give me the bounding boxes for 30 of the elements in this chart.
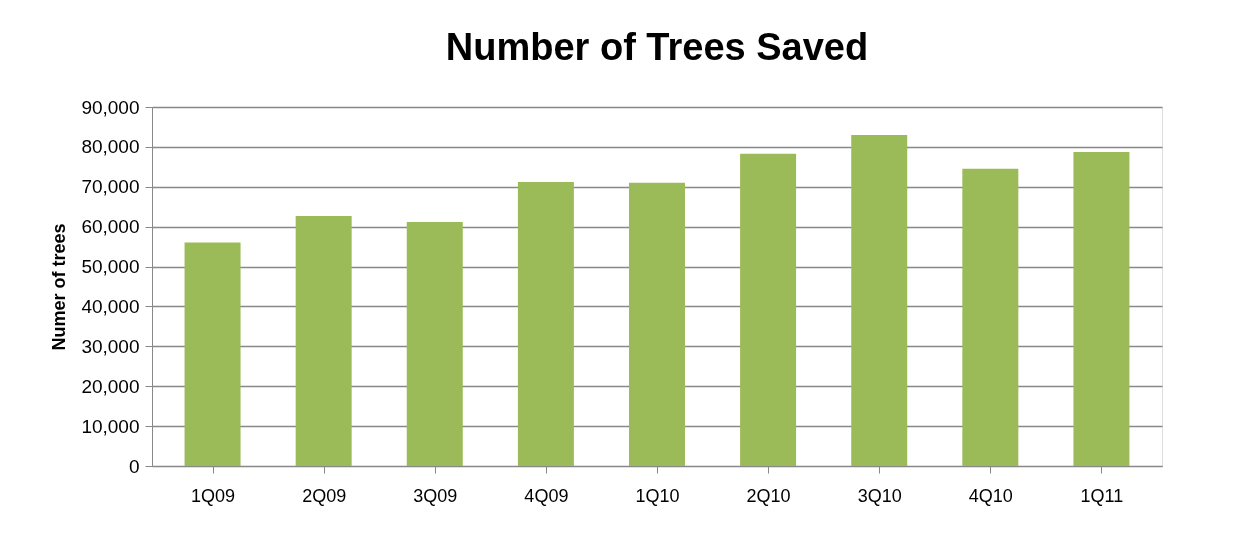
bar: [295, 215, 352, 466]
x-tick-label: 1Q10: [635, 485, 680, 506]
y-tick-label: 20,000: [81, 375, 140, 397]
y-tick-label: 70,000: [81, 176, 140, 198]
x-tick-label: 3Q10: [857, 485, 902, 506]
y-tick-label: 80,000: [81, 136, 140, 158]
bar: [962, 168, 1019, 466]
y-tick-label: 0: [128, 455, 140, 477]
y-tick-label: 50,000: [81, 256, 140, 278]
chart-title: Number of Trees Saved: [445, 26, 869, 68]
bar: [740, 153, 797, 466]
x-tick-label: 4Q09: [524, 485, 569, 506]
y-tick-label: 40,000: [81, 295, 140, 317]
bar: [517, 181, 574, 466]
bar: [1073, 152, 1130, 466]
x-tick-label: 2Q10: [746, 485, 791, 506]
x-tick-label: 4Q10: [968, 485, 1013, 506]
bar: [629, 182, 685, 466]
y-tick-label: 10,000: [81, 415, 140, 437]
x-tick-label: 3Q09: [413, 485, 458, 506]
x-tick-label: 1Q11: [1080, 485, 1124, 506]
y-axis-title: Numer of trees: [49, 223, 70, 351]
bar: [851, 134, 908, 466]
bar: [406, 221, 463, 466]
y-tick-label: 60,000: [81, 216, 140, 238]
y-tick-label: 30,000: [81, 335, 140, 357]
x-tick-label: 2Q09: [302, 485, 347, 506]
y-tick-label: 90,000: [81, 96, 140, 118]
bar: [184, 242, 241, 466]
x-tick-label: 1Q09: [191, 485, 236, 506]
